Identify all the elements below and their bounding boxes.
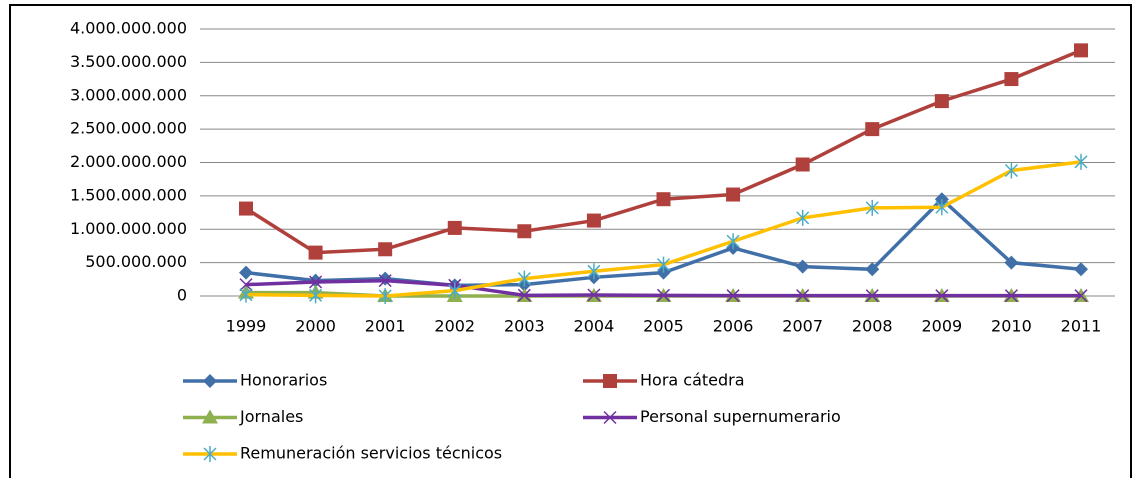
point-marker xyxy=(1074,43,1088,58)
point-marker xyxy=(796,289,810,303)
x-tick-label: 2008 xyxy=(852,317,893,336)
x-tick-label: 2006 xyxy=(713,317,754,336)
point-marker xyxy=(935,289,949,303)
y-tick-label: 0 xyxy=(177,286,187,305)
point-marker xyxy=(448,282,462,299)
point-marker xyxy=(309,275,323,289)
point-marker xyxy=(239,278,253,292)
point-marker xyxy=(656,192,671,207)
point-marker xyxy=(1004,289,1018,303)
point-marker xyxy=(308,245,323,260)
point-marker xyxy=(865,262,880,277)
y-tick-label: 3.000.000.000 xyxy=(70,85,187,104)
x-tick-label: 2010 xyxy=(991,317,1032,336)
legend-marker xyxy=(603,374,617,388)
x-tick-label: 2000 xyxy=(295,317,336,336)
point-marker xyxy=(726,289,740,303)
point-marker xyxy=(378,274,392,288)
x-tick-label: 2009 xyxy=(921,317,962,336)
y-tick-label: 2.000.000.000 xyxy=(70,152,187,171)
point-marker xyxy=(309,287,323,304)
point-marker xyxy=(1004,72,1019,87)
point-marker xyxy=(795,157,810,172)
x-tick-label: 2004 xyxy=(574,317,615,336)
point-marker xyxy=(239,286,253,303)
point-marker xyxy=(447,220,462,235)
x-tick-label: 2002 xyxy=(434,317,475,336)
point-marker xyxy=(1074,262,1088,277)
legend-marker xyxy=(203,374,217,388)
point-marker xyxy=(239,201,253,216)
legend-label: Honorarios xyxy=(240,371,327,390)
x-tick-label: 2001 xyxy=(365,317,406,336)
legend-marker xyxy=(202,409,218,424)
y-tick-label: 500.000.000 xyxy=(85,252,187,271)
legend-label: Jornales xyxy=(239,407,303,426)
point-marker xyxy=(517,224,532,239)
x-tick-label: 2003 xyxy=(504,317,545,336)
x-tick-label: 2007 xyxy=(782,317,823,336)
point-marker xyxy=(1074,289,1088,303)
point-marker xyxy=(239,265,253,280)
point-marker xyxy=(726,233,740,250)
x-tick-label: 2005 xyxy=(643,317,684,336)
point-marker xyxy=(587,263,601,280)
point-marker xyxy=(1004,255,1019,270)
point-marker xyxy=(865,289,879,303)
x-tick-label: 2011 xyxy=(1061,317,1102,336)
legend-marker xyxy=(203,446,217,462)
point-marker xyxy=(378,242,393,257)
legend-label: Remuneración servicios técnicos xyxy=(240,444,502,463)
point-marker xyxy=(517,288,531,302)
point-marker xyxy=(586,213,601,228)
legend-marker xyxy=(603,410,617,425)
point-marker xyxy=(656,288,671,302)
point-marker xyxy=(865,122,880,137)
y-tick-label: 2.500.000.000 xyxy=(70,119,187,138)
y-tick-label: 4.000.000.000 xyxy=(70,19,187,38)
point-marker xyxy=(934,94,949,109)
y-tick-label: 1.500.000.000 xyxy=(70,185,187,204)
x-tick-label: 1999 xyxy=(226,317,267,336)
point-marker xyxy=(935,199,949,216)
y-tick-label: 3.500.000.000 xyxy=(70,52,187,71)
point-marker xyxy=(1004,162,1018,179)
point-marker xyxy=(726,187,741,202)
point-marker xyxy=(865,199,879,216)
point-marker xyxy=(587,288,601,302)
y-tick-label: 1.000.000.000 xyxy=(70,219,187,238)
point-marker xyxy=(1074,153,1088,170)
point-marker xyxy=(378,288,392,304)
legend-label: Hora cátedra xyxy=(640,371,745,390)
legend-label: Personal supernumerario xyxy=(640,407,841,426)
point-marker xyxy=(517,270,531,287)
point-marker xyxy=(795,259,810,274)
point-marker xyxy=(796,209,810,226)
point-marker xyxy=(656,256,671,273)
frame xyxy=(9,4,1132,482)
